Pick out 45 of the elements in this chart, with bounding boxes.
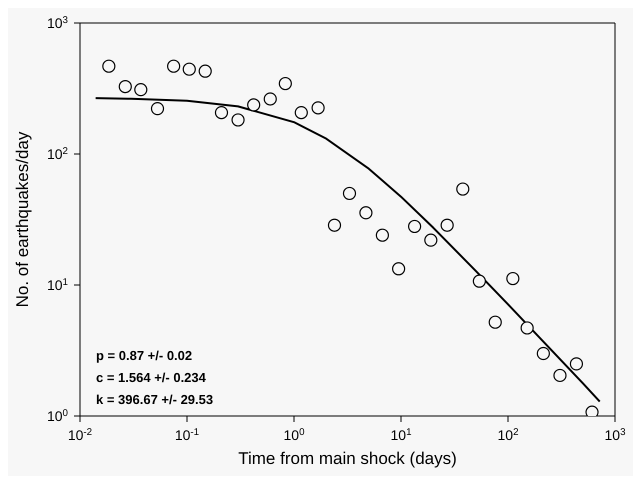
point — [506, 272, 520, 286]
point — [247, 98, 260, 112]
point — [424, 234, 438, 247]
point — [440, 218, 454, 232]
x-tick-label: 10$^{3}$ — [604, 426, 626, 443]
point — [570, 357, 584, 370]
point — [328, 218, 342, 232]
point — [150, 102, 164, 116]
point — [392, 262, 406, 276]
y-tick-label: 10$^{0}$ — [46, 408, 69, 424]
y-tick-label: 10$^{2}$ — [46, 146, 68, 162]
point — [342, 186, 356, 200]
point — [456, 182, 470, 196]
point — [118, 80, 132, 94]
point — [214, 106, 228, 120]
point — [102, 60, 116, 73]
x-axis-title: Time from main shock (days) — [238, 449, 457, 468]
point — [198, 64, 212, 78]
point — [134, 83, 148, 96]
point — [294, 106, 308, 120]
point — [264, 92, 277, 106]
point — [553, 368, 567, 382]
point — [472, 274, 486, 288]
point — [167, 60, 180, 73]
point — [408, 220, 422, 234]
point — [488, 316, 502, 329]
annotation: k = 396.67 +/- 29.53 — [96, 391, 214, 409]
point — [359, 206, 373, 220]
y-tick-label: 10$^{3}$ — [46, 14, 69, 31]
y-tick-label: 10$^{1}$ — [46, 276, 68, 293]
point — [520, 321, 534, 335]
x-tick-label: 10$^{-2}$ — [68, 426, 92, 443]
point — [182, 62, 196, 76]
x-tick-label: 10$^{2}$ — [497, 426, 519, 443]
x-tick-label: 10$^{1}$ — [390, 426, 412, 443]
annotation: c = 1.564 +/- 0.234 — [96, 369, 207, 387]
point — [536, 346, 550, 360]
point — [278, 76, 292, 90]
point — [376, 228, 389, 242]
point — [231, 113, 245, 127]
x-tick-label: 10$^{0}$ — [283, 426, 306, 443]
annotation: p = 0.87 +/- 0.02 — [96, 347, 194, 365]
x-tick-label: 10$^{-1}$ — [174, 426, 200, 443]
y-axis-title: No. of earthquakes/day — [13, 131, 32, 308]
point — [312, 101, 325, 114]
